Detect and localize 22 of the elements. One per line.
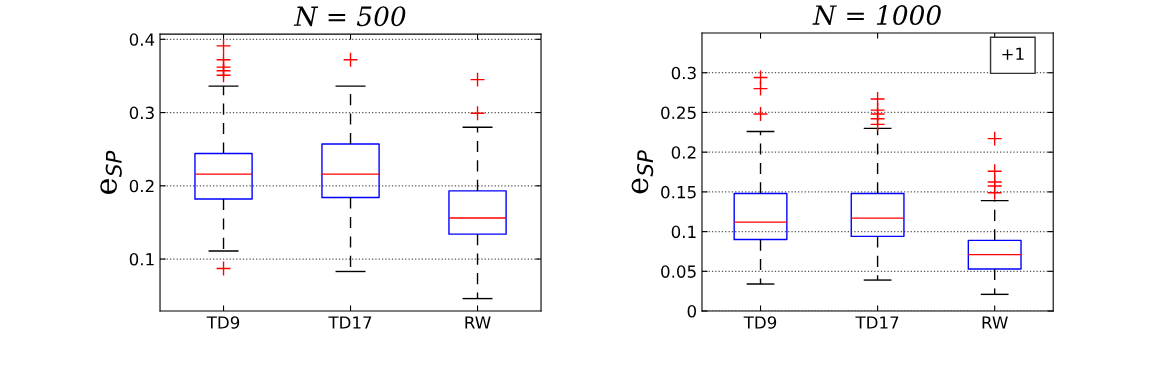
x-tick-label: TD17	[328, 316, 372, 329]
x-tick-label: RW	[982, 316, 1008, 329]
chart-title: N = 500	[293, 6, 406, 27]
y-tick-label: 0.4	[129, 33, 155, 46]
y-tick-label: 0.1	[671, 225, 696, 239]
y-tick-label: 0.1	[129, 253, 154, 266]
y-tick-label: 0.3	[129, 106, 154, 120]
y-tick-label: 0	[687, 305, 697, 318]
y-tick-label: 0.2	[129, 179, 154, 193]
x-tick-label: RW	[465, 316, 491, 329]
y-axis-title: e$_{SP}$	[631, 150, 654, 194]
y-tick-label: 0.25	[661, 106, 696, 120]
y-tick-label: 0.05	[661, 265, 696, 278]
y-tick-label: 0.15	[661, 185, 696, 199]
x-tick-label: TD17	[855, 316, 899, 329]
chart-title: N = 1000	[812, 5, 941, 26]
x-tick-label: TD9	[743, 316, 777, 329]
y-axis-title: e$_{SP}$	[100, 150, 122, 194]
x-tick-label: TD9	[206, 316, 240, 329]
y-tick-label: 0.2	[671, 146, 696, 159]
y-tick-label: 0.3	[671, 66, 696, 80]
annotation: +1	[1002, 47, 1024, 60]
